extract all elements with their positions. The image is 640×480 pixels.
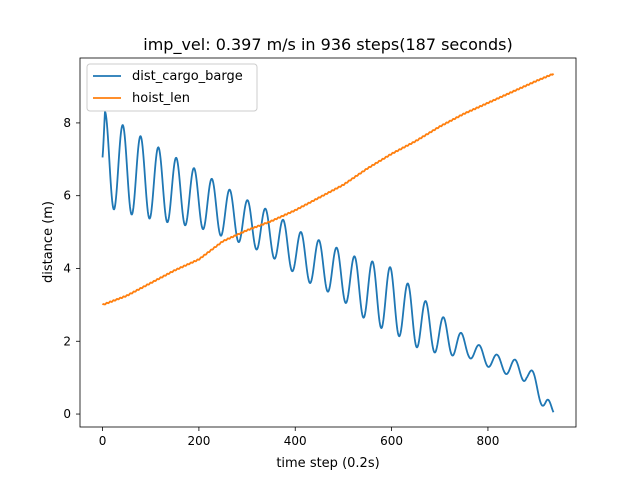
y-tick-label: 0 bbox=[63, 407, 71, 421]
x-tick-label: 0 bbox=[99, 434, 107, 448]
y-tick-label: 4 bbox=[63, 261, 71, 275]
legend-label-dist-cargo-barge: dist_cargo_barge bbox=[132, 69, 243, 84]
plot-area bbox=[80, 58, 576, 427]
y-axis-ticks: 0 2 4 6 8 bbox=[63, 116, 80, 421]
y-axis-label: distance (m) bbox=[41, 201, 56, 283]
axes-frame bbox=[79, 57, 577, 428]
x-tick-label: 200 bbox=[187, 434, 210, 448]
chart-title: imp_vel: 0.397 m/s in 936 steps(187 seco… bbox=[143, 35, 512, 55]
x-tick-label: 400 bbox=[284, 434, 307, 448]
x-tick-label: 800 bbox=[476, 434, 499, 448]
x-axis-ticks: 0 200 400 600 800 bbox=[99, 427, 499, 448]
legend-box bbox=[86, 63, 258, 112]
y-tick-label: 8 bbox=[63, 116, 71, 130]
x-axis-label: time step (0.2s) bbox=[276, 456, 379, 471]
axes-background bbox=[80, 58, 576, 427]
y-tick-label: 2 bbox=[63, 334, 71, 348]
series-layer bbox=[101, 73, 555, 413]
series-line-hoist-len bbox=[101, 73, 555, 306]
legend: dist_cargo_barge hoist_len bbox=[86, 63, 258, 112]
series-line-dist-cargo-barge bbox=[101, 110, 555, 413]
y-tick-label: 6 bbox=[63, 189, 71, 203]
legend-label-hoist-len: hoist_len bbox=[132, 91, 190, 106]
x-tick-label: 600 bbox=[380, 434, 403, 448]
